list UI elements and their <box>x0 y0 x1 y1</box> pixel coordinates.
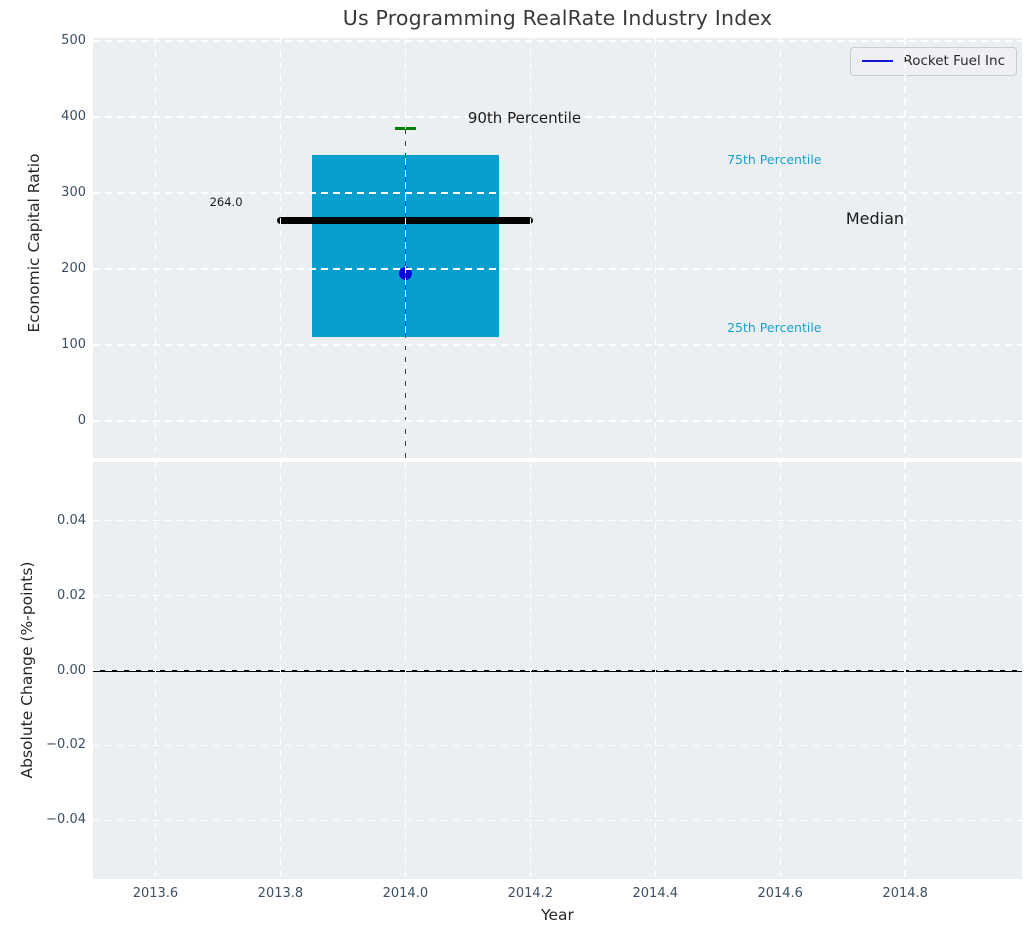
x-tick-label: 2014.2 <box>507 886 554 901</box>
top-y-tick-label: 400 <box>61 109 86 125</box>
bottom-y-tick-label: −0.04 <box>46 812 86 828</box>
gridline-vertical <box>529 38 531 458</box>
x-tick-label: 2013.6 <box>132 886 179 901</box>
x-tick-label: 2014.4 <box>632 886 679 901</box>
gridline-vertical <box>654 38 656 458</box>
bottom-y-tick-label: −0.02 <box>46 737 86 753</box>
x-tick-label: 2014.6 <box>757 886 803 901</box>
bottom-y-tick-label: 0.00 <box>57 662 86 678</box>
gridline-horizontal <box>93 116 1022 118</box>
gridline-horizontal <box>93 344 1022 346</box>
top-y-tick-label: 0 <box>77 412 86 428</box>
gridline-vertical <box>904 38 906 458</box>
gridline-horizontal <box>93 192 1022 194</box>
gridline-horizontal <box>93 669 1022 672</box>
legend-line-sample <box>862 60 894 62</box>
annotation-264-0: 264.0 <box>209 194 243 209</box>
gridline-vertical <box>404 38 407 458</box>
gridline-vertical <box>154 38 157 458</box>
top-y-tick-label: 300 <box>61 185 86 201</box>
legend-label: Rocket Fuel Inc <box>903 53 1005 69</box>
x-tick-label: 2013.8 <box>257 886 304 901</box>
bottom-y-tick-label: 0.04 <box>57 512 86 528</box>
bottom-y-tick-label: 0.02 <box>57 587 86 603</box>
gridline-horizontal <box>93 420 1022 422</box>
gridline-horizontal <box>93 594 1022 597</box>
annotation-90th-percentile: 90th Percentile <box>467 109 582 128</box>
x-tick-label: 2014.0 <box>382 886 429 901</box>
legend: Rocket Fuel Inc <box>850 47 1017 76</box>
chart-title: Us Programming RealRate Industry Index <box>342 6 773 30</box>
x-axis-label: Year <box>541 906 574 924</box>
gridline-vertical <box>279 38 282 458</box>
gridline-horizontal <box>93 268 1022 270</box>
annotation-25th-percentile: 25th Percentile <box>727 320 822 336</box>
gridline-horizontal <box>93 40 1022 42</box>
bottom-axes <box>93 462 1022 879</box>
top-axes: Rocket Fuel Inc <box>93 38 1022 458</box>
x-tick-label: 2014.8 <box>882 886 928 901</box>
top-y-tick-label: 100 <box>61 337 86 352</box>
top-y-tick-label: 500 <box>61 33 86 49</box>
top-y-tick-label: 200 <box>61 261 86 276</box>
annotation-75th-percentile: 75th Percentile <box>727 152 822 168</box>
top-y-axis-label: Economic Capital Ratio <box>25 153 43 333</box>
gridline-horizontal <box>93 819 1022 821</box>
gridline-vertical <box>779 38 781 458</box>
gridline-horizontal <box>93 520 1022 522</box>
gridline-horizontal <box>93 744 1022 747</box>
annotation-median: Median <box>845 208 905 228</box>
